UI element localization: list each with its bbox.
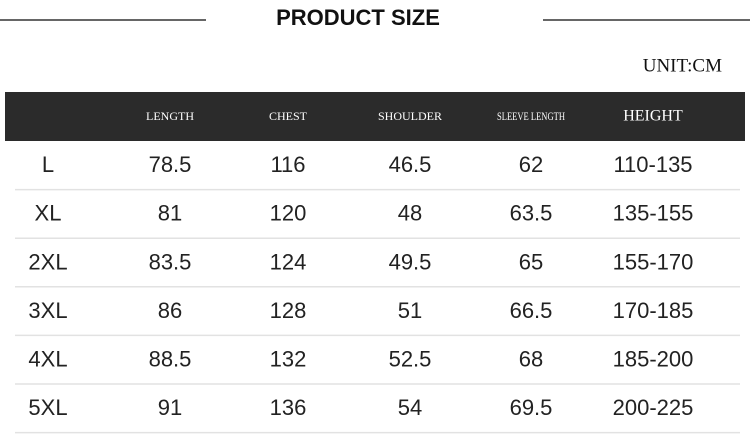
cell: 66.5 [510,298,553,323]
cell: 135-155 [613,201,694,226]
cell: 116 [270,152,305,177]
cell: 120 [270,201,307,226]
cell: 62 [519,152,543,177]
column-header: SLEEVE LENGTH [497,109,565,123]
cell: 46.5 [389,152,432,177]
header-bar [5,92,745,141]
cell: 86 [158,298,182,323]
size-label: 4XL [28,347,67,372]
column-header: HEIGHT [623,108,683,125]
size-label: 5XL [28,395,67,420]
size-label: XL [35,201,62,226]
size-label: L [42,152,54,177]
cell: 88.5 [149,347,192,372]
column-header: CHEST [269,109,308,123]
cell: 124 [270,249,307,274]
cell: 155-170 [613,249,694,274]
cell: 132 [270,347,307,372]
cell: 51 [398,298,422,323]
cell: 65 [519,249,543,274]
cell: 91 [158,395,182,420]
cell: 48 [398,201,422,226]
cell: 78.5 [149,152,192,177]
cell: 68 [519,347,543,372]
cell: 110-135 [613,152,692,177]
cell: 52.5 [389,347,432,372]
size-label: 3XL [28,298,67,323]
cell: 81 [158,201,182,226]
cell: 54 [398,395,422,420]
cell: 69.5 [510,395,553,420]
column-header: LENGTH [146,109,194,123]
cell: 170-185 [613,298,694,323]
unit: UNIT:CM [643,55,722,76]
cell: 83.5 [149,249,192,274]
size-label: 2XL [28,249,67,274]
cell: 200-225 [613,395,694,420]
column-header: SHOULDER [378,109,442,123]
cell: 185-200 [613,347,694,372]
table: LENGTH CHEST SHOULDER SLEEVE LENGTH HEIGHT L 7… [15,108,740,434]
cell: 63.5 [510,201,553,226]
cell: 128 [270,298,307,323]
title: PRODUCT SIZE [276,5,440,30]
cell: 49.5 [389,249,432,274]
cell: 136 [270,395,307,420]
